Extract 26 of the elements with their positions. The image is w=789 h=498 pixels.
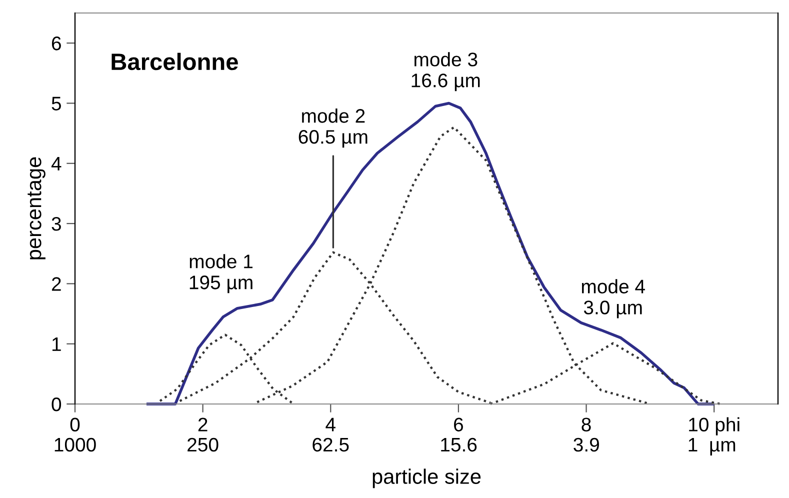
x-tick-label: 0 [70, 418, 80, 432]
x-tick-label: 6 [454, 418, 464, 432]
text: Barcelonne [112, 52, 238, 70]
x2-tick-label: 15.6 [441, 438, 477, 452]
y-tick-label: 1 [52, 338, 61, 351]
y-tick-label: 0 [52, 397, 62, 412]
x2-tick-label: 1 µm [688, 438, 736, 456]
y-tick-label: 2 [52, 277, 61, 291]
x-axis-title: particle size [372, 468, 481, 488]
annotation: mode 2 60.5 µm [298, 108, 368, 148]
y-axis-title: percentage [28, 157, 46, 260]
x-tick-label: 8 [582, 418, 591, 432]
annotation: mode 4 3.0 µm [582, 279, 645, 318]
y-tick-label: 3 [52, 217, 61, 231]
y-tick-label: 6 [52, 36, 61, 50]
x2-tick-label: 250 [188, 438, 218, 452]
annotation: mode 1 195 µm [190, 254, 252, 294]
annotation: mode 3 16.6 µm [412, 52, 480, 92]
x2-tick-label: 1000 [54, 438, 96, 452]
x2-tick-label: 3.9 [574, 438, 599, 452]
x2-tick-label: 62.5 [312, 438, 349, 452]
y-tick-label: 4 [51, 157, 62, 170]
x-tick-label: 10 phi [689, 417, 740, 436]
x-tick-label: 4 [326, 418, 336, 432]
y-tick-label: 5 [52, 96, 61, 110]
x-tick-label: 2 [198, 418, 208, 432]
